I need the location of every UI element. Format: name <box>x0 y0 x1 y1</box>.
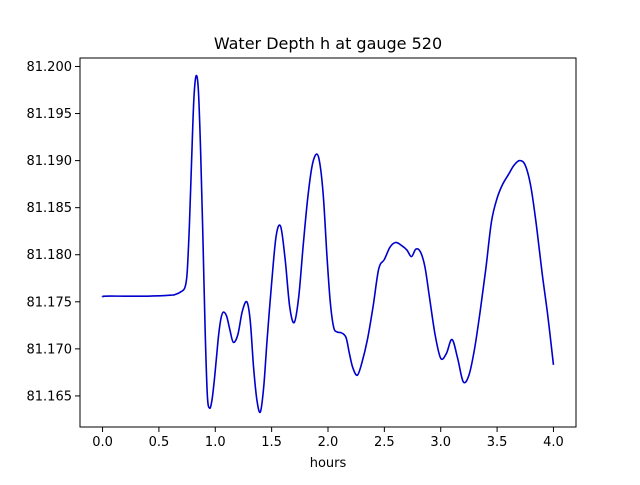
x-tick-label: 2.0 <box>318 435 339 450</box>
x-tick-label: 0.0 <box>92 435 113 450</box>
series-layer <box>101 74 555 414</box>
x-tick-label: 2.5 <box>374 435 395 450</box>
x-tick-label: 0.5 <box>149 435 170 450</box>
chart-title: Water Depth h at gauge 520 <box>214 34 442 53</box>
y-tick-label: 81.170 <box>27 342 73 357</box>
axes-frame <box>79 57 577 428</box>
x-tick-label: 1.0 <box>205 435 226 450</box>
y-tick-label: 81.165 <box>27 389 73 404</box>
x-tick-label: 4.0 <box>543 435 564 450</box>
x-tick-label: 3.5 <box>487 435 508 450</box>
x-tick-label: 3.0 <box>430 435 451 450</box>
y-tick-label: 81.200 <box>27 60 73 75</box>
y-tick-label: 81.180 <box>27 248 73 263</box>
x-tick-label: 1.5 <box>261 435 282 450</box>
y-axis: 81.165 81.170 81.175 81.180 81.185 81.190 81.1… <box>27 60 80 404</box>
y-tick-label: 81.195 <box>27 107 73 122</box>
y-tick-label: 81.190 <box>27 154 73 169</box>
x-axis: 0.0 0.5 1.0 1.5 2.0 2.5 3.0 3.5 4.0 <box>92 427 564 450</box>
x-axis-label: hours <box>310 456 347 471</box>
series-line <box>101 74 555 414</box>
y-tick-label: 81.175 <box>27 295 73 310</box>
y-tick-label: 81.185 <box>27 201 73 216</box>
